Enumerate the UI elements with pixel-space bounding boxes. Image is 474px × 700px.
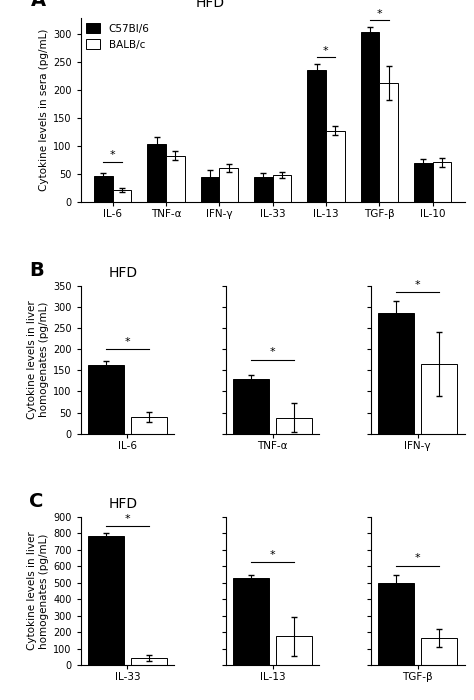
Bar [254, 176, 273, 202]
Bar [379, 83, 398, 202]
Bar [414, 163, 432, 202]
Bar [131, 657, 167, 665]
Bar [307, 69, 326, 202]
Text: HFD: HFD [109, 497, 138, 511]
Bar [361, 32, 379, 202]
Text: *: * [323, 46, 328, 55]
Bar [201, 176, 219, 202]
Text: HFD: HFD [196, 0, 225, 10]
Text: *: * [376, 9, 382, 19]
Text: *: * [270, 347, 275, 357]
Bar [276, 636, 312, 665]
Bar [94, 176, 113, 202]
Bar [233, 578, 269, 665]
Bar [219, 168, 238, 202]
Bar [276, 418, 312, 434]
Bar [88, 536, 124, 665]
Y-axis label: Cytokine levels in liver
homogenates (pg/mL): Cytokine levels in liver homogenates (pg… [27, 532, 49, 650]
Text: *: * [415, 553, 420, 563]
Bar [233, 379, 269, 434]
Text: *: * [125, 337, 130, 346]
Legend: C57Bl/6, BALB/c: C57Bl/6, BALB/c [86, 22, 150, 50]
Text: C: C [29, 492, 44, 511]
Bar [326, 131, 345, 202]
Bar [273, 175, 291, 202]
Bar [166, 156, 184, 202]
Text: *: * [125, 514, 130, 524]
Bar [147, 144, 166, 202]
Text: B: B [29, 261, 44, 280]
Bar [113, 190, 131, 202]
Y-axis label: Cytokine levels in liver
homogenates (pg/mL): Cytokine levels in liver homogenates (pg… [27, 300, 49, 419]
Text: A: A [31, 0, 46, 10]
Bar [88, 365, 124, 434]
Y-axis label: Cytokine levels in sera (pg/mL): Cytokine levels in sera (pg/mL) [39, 29, 49, 191]
Text: *: * [270, 550, 275, 560]
Text: HFD: HFD [109, 266, 138, 280]
Bar [131, 416, 167, 434]
Bar [421, 638, 457, 665]
Bar [421, 364, 457, 434]
Bar [432, 162, 451, 202]
Text: *: * [110, 150, 115, 160]
Text: *: * [415, 279, 420, 290]
Bar [378, 313, 414, 434]
Bar [378, 583, 414, 665]
